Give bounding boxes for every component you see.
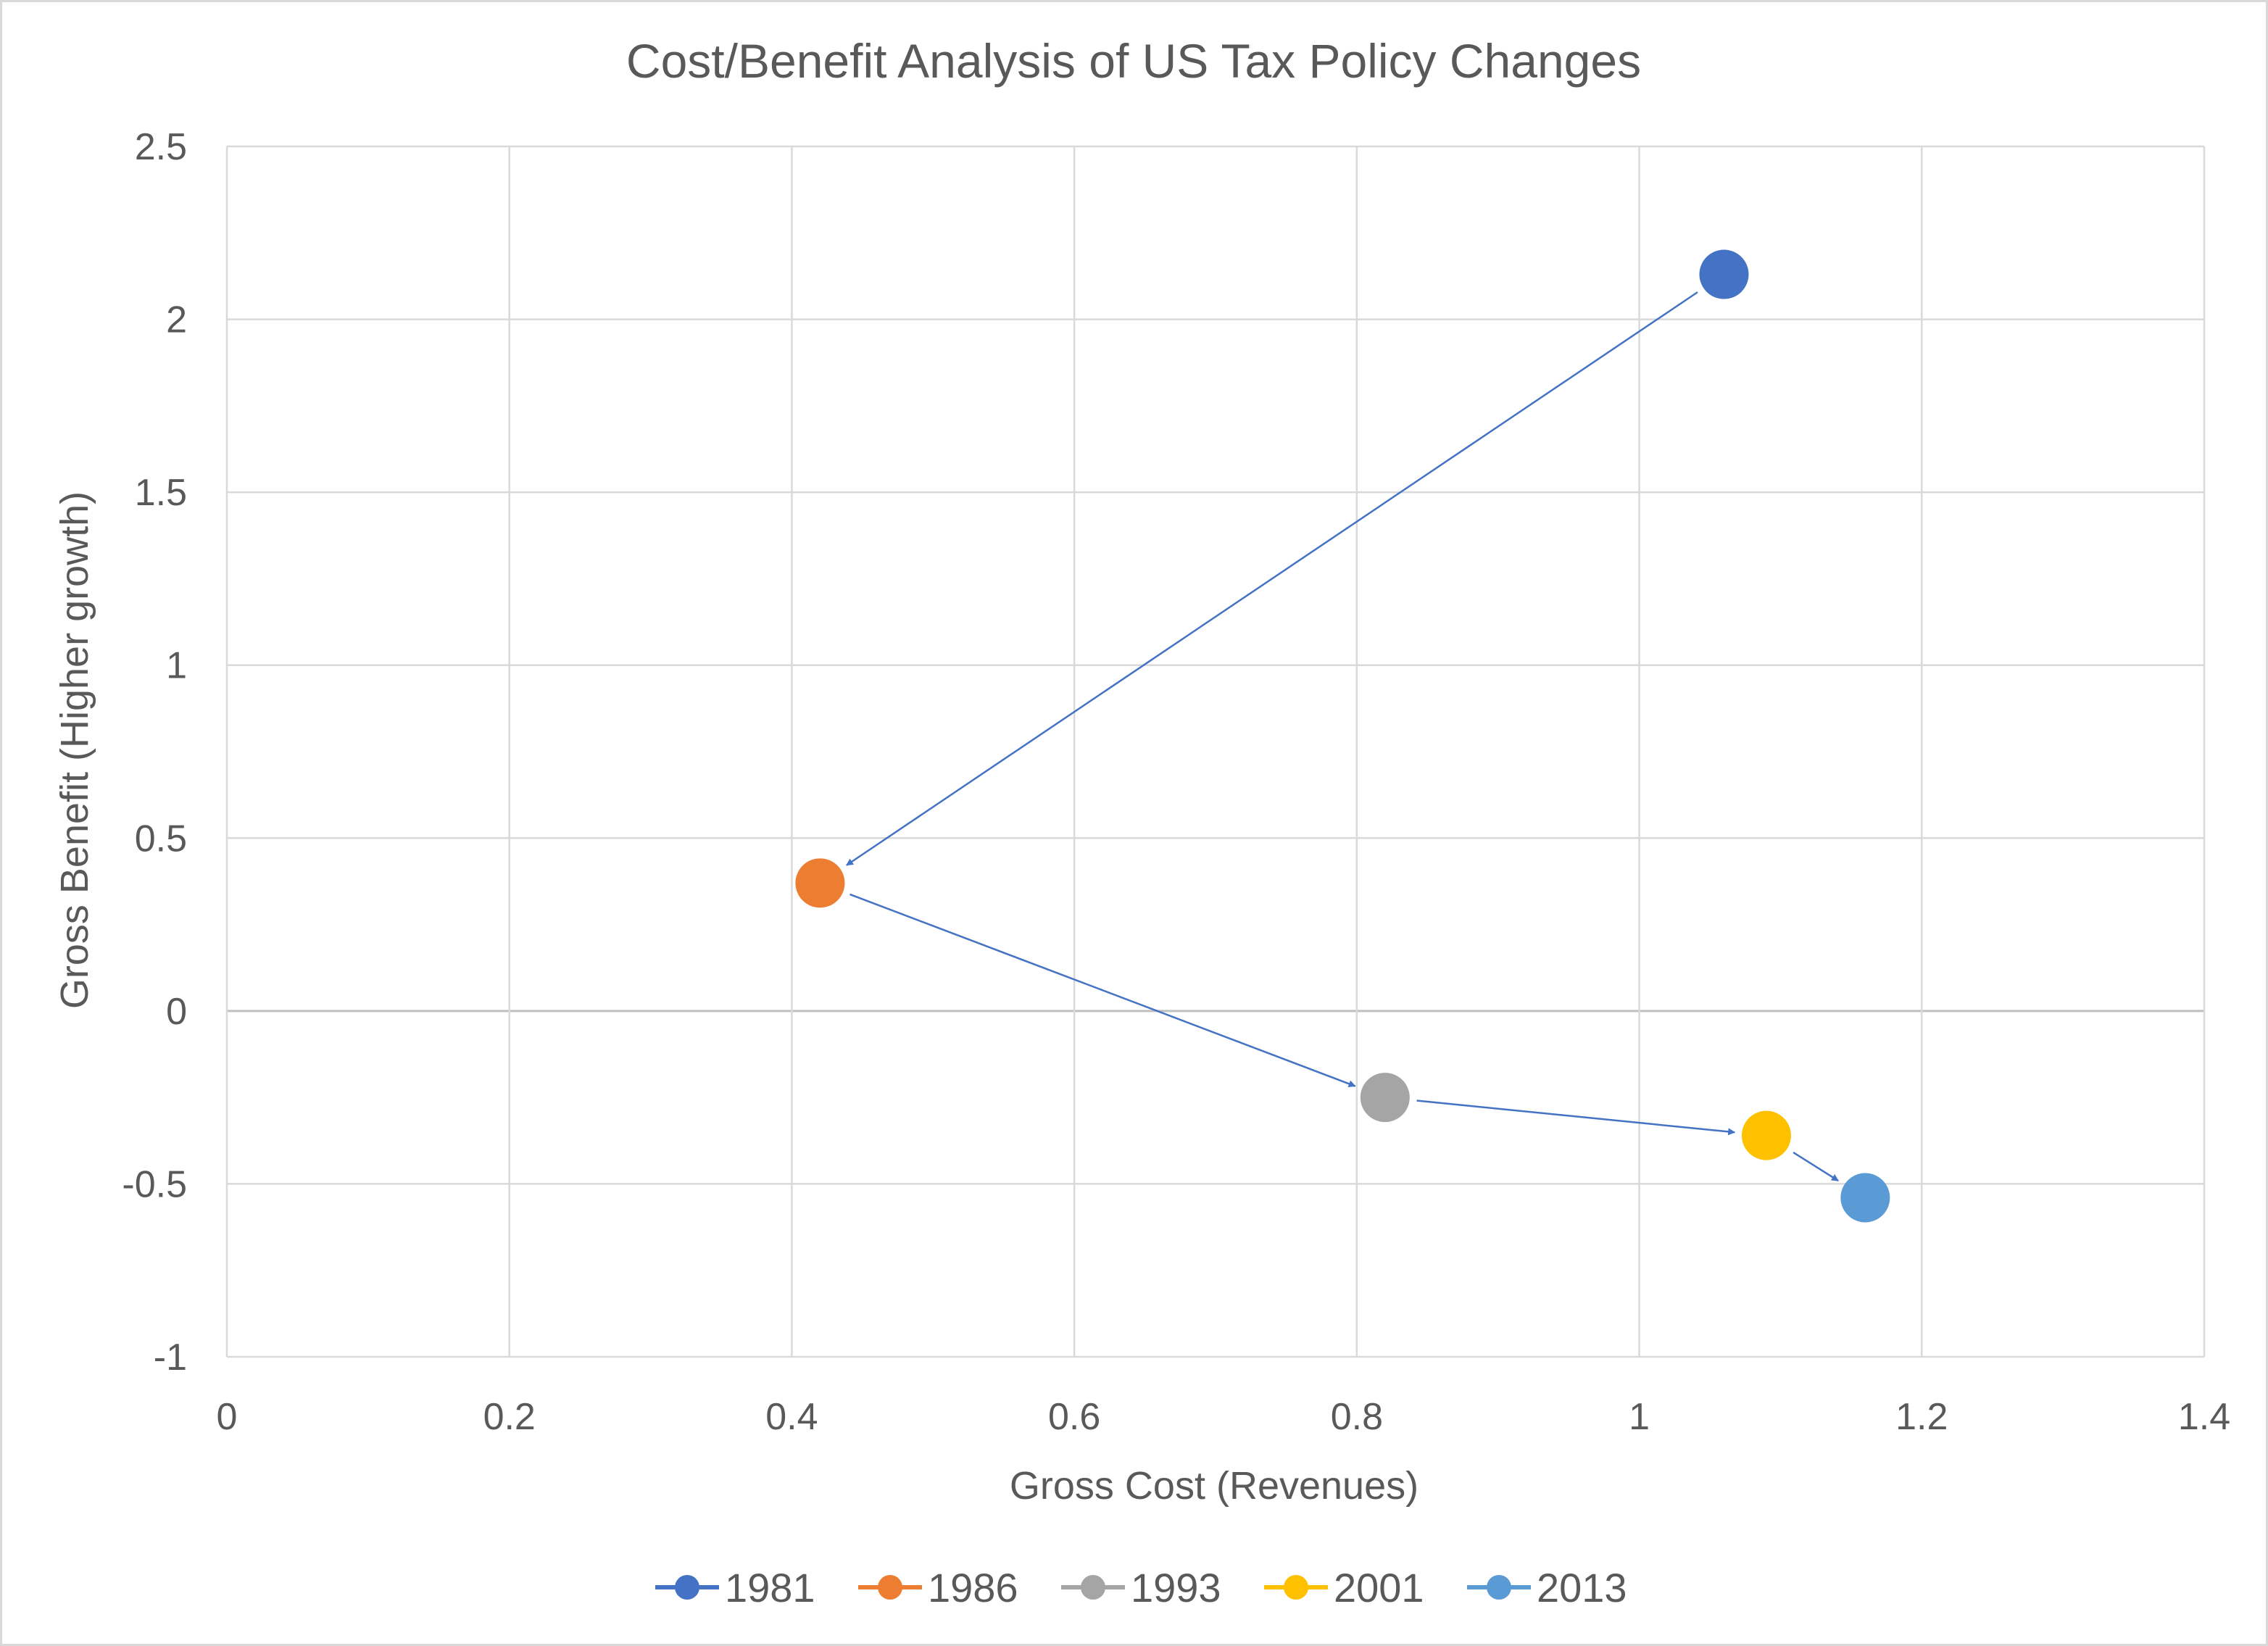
legend-item-2001: 2001 [1264,1565,1424,1610]
legend-item-2013: 2013 [1467,1565,1627,1610]
x-tick-label: 0.4 [765,1396,818,1438]
legend-item-1993: 1993 [1061,1565,1221,1610]
legend-label: 1986 [928,1565,1018,1610]
y-axis-title: Gross Benefit (Higher growth) [53,491,96,1009]
legend-item-1981: 1981 [655,1565,815,1610]
legend-marker [1284,1575,1308,1600]
x-tick-label: 1.4 [2178,1396,2230,1438]
arrow-1981-to-1986 [846,291,1698,866]
y-tick-label: -1 [154,1337,187,1379]
legend-marker [878,1575,902,1600]
arrow-1986-to-1993 [850,893,1356,1088]
point-1981 [1699,249,1749,299]
x-tick-label: 1 [1629,1396,1650,1438]
y-tick-label: 0.5 [135,818,187,860]
x-tick-label: 0 [217,1396,238,1438]
tick-layer: -1 -0.5 0 0.5 1 1.5 2 2.5 0 0.2 0.4 0.6 0.8 1 1.2 1.4 [122,126,2230,1438]
arrow-2001-to-2013 [1793,1152,1839,1182]
point-2013 [1840,1173,1890,1223]
point-layer [795,249,1890,1223]
legend-label: 1993 [1131,1565,1221,1610]
y-tick-label: 0 [166,991,187,1033]
x-tick-label: 0.2 [483,1396,536,1438]
x-tick-label: 0.8 [1331,1396,1383,1438]
x-tick-label: 0.6 [1048,1396,1100,1438]
legend-label: 2001 [1334,1565,1424,1610]
legend: 1981 1986 1993 2001 2013 [655,1565,1627,1610]
y-tick-label: 2 [166,299,187,341]
y-tick-label: -0.5 [122,1163,187,1205]
legend-item-1986: 1986 [858,1565,1018,1610]
legend-label: 1981 [725,1565,815,1610]
point-2001 [1741,1110,1791,1160]
y-tick-label: 2.5 [135,126,187,168]
chart-title: Cost/Benefit Analysis of US Tax Policy C… [626,34,1641,88]
arrow-layer [846,291,1839,1182]
x-axis-title: Gross Cost (Revenues) [1010,1464,1418,1508]
legend-label: 2013 [1537,1565,1627,1610]
legend-marker [675,1575,699,1600]
legend-marker [1487,1575,1511,1600]
point-1986 [795,858,845,908]
y-tick-label: 1.5 [135,472,187,514]
grid-layer [225,145,2206,1358]
y-tick-label: 1 [166,645,187,687]
legend-marker [1081,1575,1105,1600]
arrow-1993-to-2001 [1416,1100,1736,1136]
point-1993 [1360,1073,1410,1123]
x-tick-label: 1.2 [1895,1396,1948,1438]
